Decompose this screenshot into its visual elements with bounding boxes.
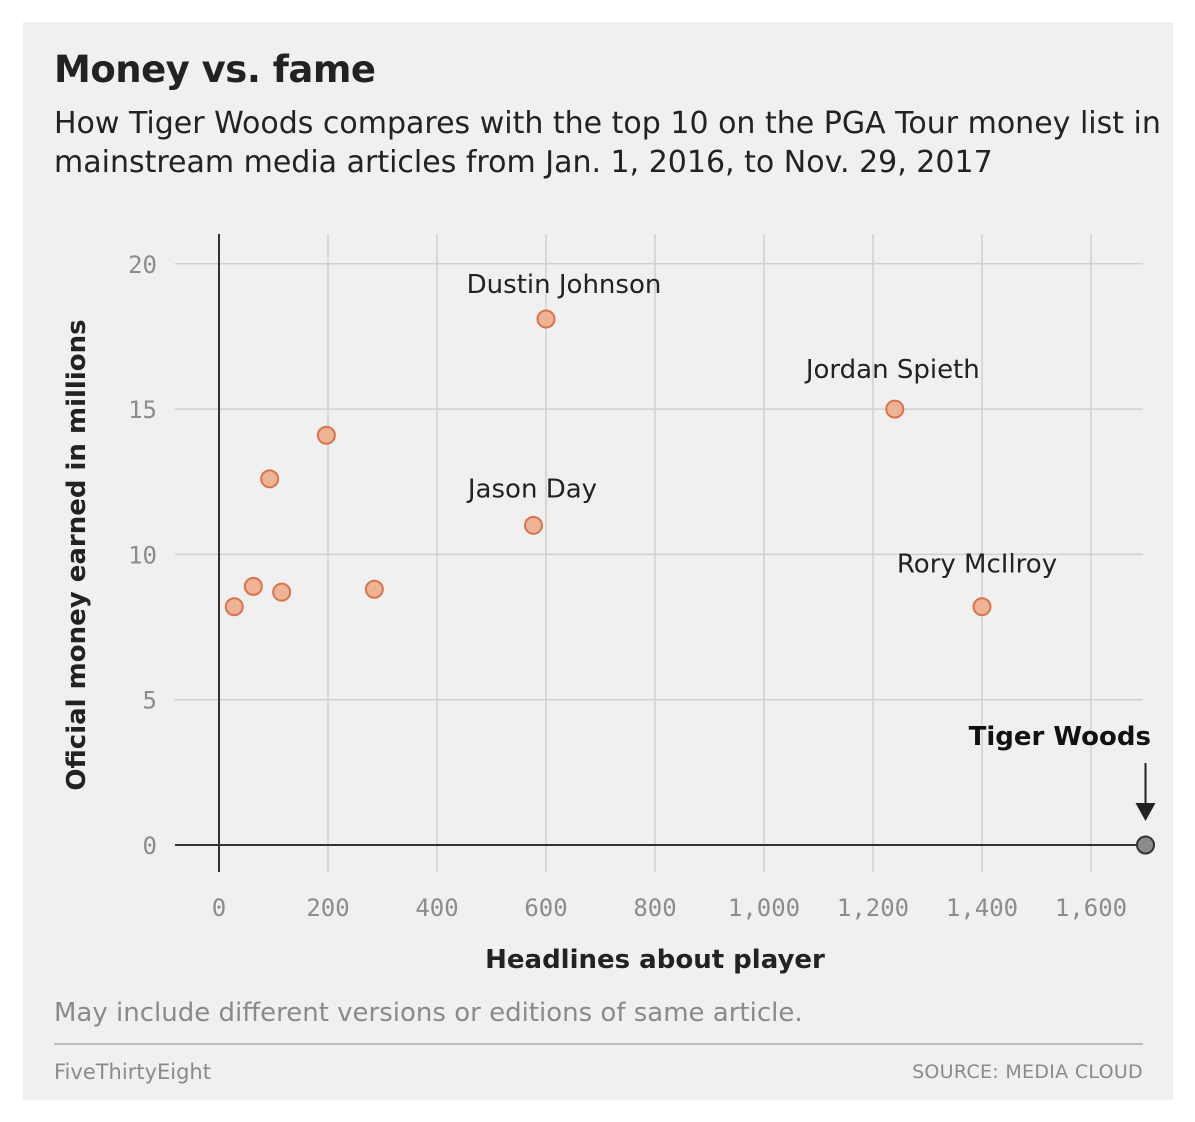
data-point: [224, 597, 244, 617]
footer-divider: [54, 1043, 1143, 1045]
source-credit: SOURCE: MEDIA CLOUD: [912, 1061, 1143, 1083]
point-label: Dustin Johnson: [467, 270, 662, 300]
data-point: [364, 579, 384, 599]
arrow-head: [1135, 803, 1156, 821]
x-tick-label: 600: [524, 894, 567, 922]
y-tick-label: 20: [128, 251, 157, 279]
data-point: [243, 576, 263, 596]
data-points: [224, 309, 1155, 855]
x-axis-label: Headlines about player: [485, 945, 825, 975]
x-tick-label: 800: [633, 894, 676, 922]
chart-title: Money vs. fame: [54, 48, 376, 91]
chart-subtitle: How Tiger Woods compares with the top 10…: [54, 106, 1161, 180]
data-point: [885, 399, 905, 419]
x-tick-label: 200: [306, 894, 349, 922]
point-labels: Dustin Johnson Jordan Spieth Jason Day Rory…: [466, 270, 1156, 821]
data-point: [316, 425, 336, 445]
x-tick-label: 1,200: [837, 894, 909, 922]
data-point: [523, 515, 543, 535]
y-tick-label: 10: [128, 541, 157, 569]
axes: [175, 234, 1143, 872]
x-tick-label: 1,400: [946, 894, 1018, 922]
data-point: [536, 309, 556, 329]
x-tick-label: 1,000: [728, 894, 800, 922]
data-point: [272, 582, 292, 602]
y-axis-label: Oficial money earned in millions: [62, 319, 92, 790]
highlight-label: Tiger Woods: [969, 722, 1151, 752]
x-tick-label: 0: [212, 894, 226, 922]
y-tick-label: 0: [143, 832, 157, 860]
grid-lines: [175, 234, 1143, 872]
y-tick-label: 15: [128, 396, 157, 424]
footnote: May include different versions or editio…: [54, 998, 803, 1028]
highlight-point: [1136, 835, 1155, 855]
x-tick-label: 400: [415, 894, 458, 922]
x-tick-label: 1,600: [1055, 894, 1127, 922]
point-label: Rory McIlroy: [897, 550, 1057, 580]
tick-labels: 0 200 400 600 800 1,000 1,200 1,400 1,600 0 5 10 15 2…: [128, 251, 1127, 922]
point-label: Jason Day: [466, 474, 597, 504]
point-label: Jordan Spieth: [804, 355, 980, 385]
data-point: [260, 469, 280, 489]
data-point: [972, 597, 992, 617]
brand-name: FiveThirtyEight: [54, 1060, 211, 1084]
y-tick-label: 5: [143, 687, 157, 715]
